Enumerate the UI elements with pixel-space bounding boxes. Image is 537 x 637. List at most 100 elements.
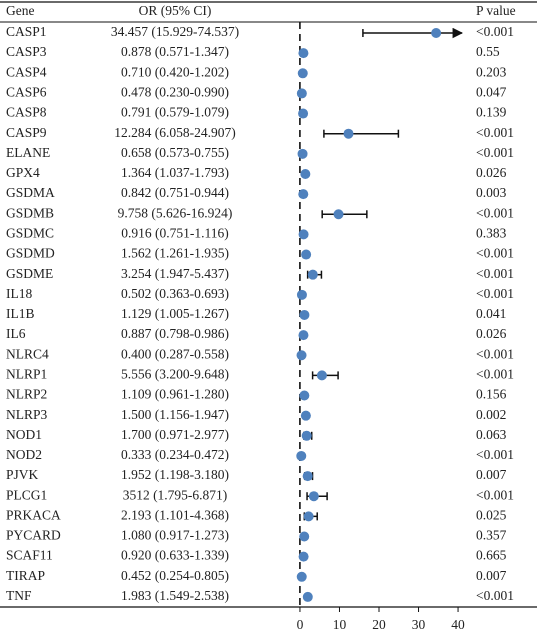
gene-label: GSDME [6,266,53,281]
gene-label: SCAF11 [6,548,53,563]
or-point [301,249,312,260]
ci-label: 3.254 (1.947-5.437) [121,266,229,281]
x-tick-label: 40 [451,617,465,632]
gene-label: GPX4 [6,165,40,180]
ci-label: 3512 (1.795-6.871) [123,487,228,502]
p-label: <0.001 [476,24,514,39]
or-point [299,531,310,542]
gene-label: CASP1 [6,24,47,39]
ci-label: 0.400 (0.287-0.558) [121,346,229,361]
p-label: 0.026 [476,165,507,180]
ci-label: 2.193 (1.101-4.368) [121,507,229,522]
ci-label: 9.758 (5.626-16.924) [118,205,233,220]
x-tick-label: 20 [372,617,386,632]
p-label: 0.047 [476,85,507,100]
ci-label: 1.364 (1.037-1.793) [121,165,229,180]
or-point [298,48,309,59]
gene-label: NOD1 [6,427,42,442]
gene-label: NLRP1 [6,366,47,381]
or-point [343,128,354,139]
or-point [298,330,309,341]
p-label: <0.001 [476,145,514,160]
or-point [300,168,311,179]
ci-label: 0.658 (0.573-0.755) [121,145,229,160]
ci-label: 0.916 (0.751-1.116) [121,225,229,240]
or-point [301,430,312,441]
gene-label: CASP6 [6,85,47,100]
p-label: <0.001 [476,246,514,261]
gene-label: PJVK [6,467,39,482]
ci-label: 0.878 (0.571-1.347) [121,44,229,59]
gene-label: NLRP3 [6,407,48,422]
or-point [300,410,311,421]
gene-label: IL6 [6,326,26,341]
header-ci: OR (95% CI) [139,3,212,18]
p-label: 0.665 [476,548,507,563]
or-point [297,148,308,159]
ci-label: 1.983 (1.549-2.538) [121,588,229,603]
ci-label: 0.887 (0.798-0.986) [121,326,229,341]
p-label: <0.001 [476,286,514,301]
or-point [302,471,313,482]
or-point [298,108,309,119]
gene-label: PRKACA [6,507,61,522]
gene-label: PYCARD [6,528,61,543]
p-label: <0.001 [476,366,514,381]
p-label: 0.002 [476,407,506,422]
ci-label: 12.284 (6.058-24.907) [114,125,236,140]
gene-label: GSDMD [6,246,55,261]
or-point [296,289,307,300]
or-point [308,491,319,502]
or-point [298,229,309,240]
p-label: <0.001 [476,266,514,281]
gene-label: GSDMB [6,205,54,220]
p-label: <0.001 [476,125,514,140]
or-point [298,189,309,200]
gene-label: NOD2 [6,447,42,462]
p-label: 0.139 [476,105,507,120]
gene-label: NLRP2 [6,387,47,402]
p-label: <0.001 [476,588,514,603]
ci-label: 0.478 (0.230-0.990) [121,85,229,100]
p-label: 0.357 [476,528,507,543]
p-label: 0.55 [476,44,500,59]
or-point [302,591,313,602]
ci-label: 1.500 (1.156-1.947) [121,407,229,422]
gene-label: GSDMC [6,225,54,240]
ci-label: 0.452 (0.254-0.805) [121,568,229,583]
or-point [299,390,310,401]
x-tick-label: 30 [412,617,426,632]
gene-label: NLRC4 [6,346,49,361]
gene-label: CASP3 [6,44,47,59]
or-point [299,309,310,320]
gene-label: CASP8 [6,105,47,120]
gene-label: IL18 [6,286,32,301]
x-tick-label: 0 [297,617,304,632]
p-label: <0.001 [476,487,514,502]
ci-label: 0.842 (0.751-0.944) [121,185,229,200]
gene-label: IL1B [6,306,35,321]
gene-label: CASP9 [6,125,47,140]
gene-label: ELANE [6,145,50,160]
header-p: P value [476,3,516,18]
or-point [316,370,327,381]
or-point [298,551,309,562]
gene-label: PLCG1 [6,487,47,502]
ci-label: 0.333 (0.234-0.472) [121,447,229,462]
ci-label: 0.502 (0.363-0.693) [121,286,229,301]
p-label: <0.001 [476,447,514,462]
gene-label: GSDMA [6,185,55,200]
or-point [296,571,307,582]
ci-label: 1.129 (1.005-1.267) [121,306,229,321]
ci-label: 1.952 (1.198-3.180) [121,467,229,482]
gene-label: TNF [6,588,32,603]
ci-label: 1.080 (0.917-1.273) [121,528,229,543]
or-point [297,68,308,79]
p-label: 0.026 [476,326,507,341]
p-label: 0.025 [476,507,507,522]
p-label: 0.007 [476,467,507,482]
p-label: 0.156 [476,387,507,402]
ci-label: 0.920 (0.633-1.339) [121,548,229,563]
p-label: <0.001 [476,346,514,361]
